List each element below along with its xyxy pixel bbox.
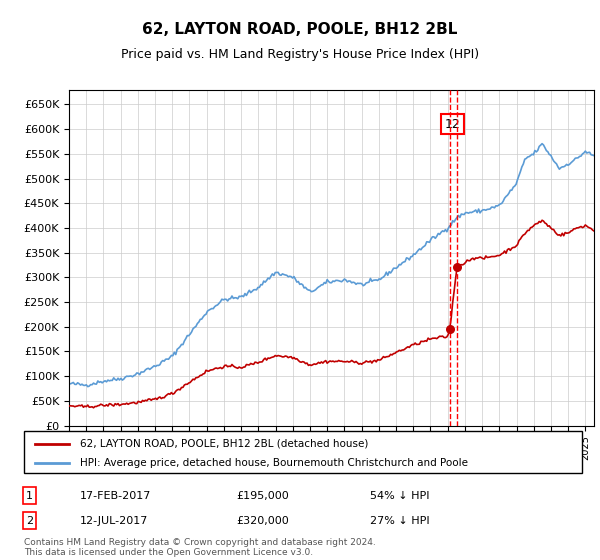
Point xyxy=(445,325,455,334)
Text: Price paid vs. HM Land Registry's House Price Index (HPI): Price paid vs. HM Land Registry's House … xyxy=(121,48,479,60)
Text: 1: 1 xyxy=(26,491,33,501)
Text: 54% ↓ HPI: 54% ↓ HPI xyxy=(370,491,430,501)
Text: 62, LAYTON ROAD, POOLE, BH12 2BL: 62, LAYTON ROAD, POOLE, BH12 2BL xyxy=(142,22,458,38)
Text: HPI: Average price, detached house, Bournemouth Christchurch and Poole: HPI: Average price, detached house, Bour… xyxy=(80,458,468,468)
Text: 2: 2 xyxy=(26,516,33,526)
Text: Contains HM Land Registry data © Crown copyright and database right 2024.
This d: Contains HM Land Registry data © Crown c… xyxy=(24,538,376,557)
FancyBboxPatch shape xyxy=(24,431,582,473)
Text: 12-JUL-2017: 12-JUL-2017 xyxy=(80,516,148,526)
Text: £195,000: £195,000 xyxy=(236,491,289,501)
Point xyxy=(452,263,461,272)
Text: 27% ↓ HPI: 27% ↓ HPI xyxy=(370,516,430,526)
Text: 62, LAYTON ROAD, POOLE, BH12 2BL (detached house): 62, LAYTON ROAD, POOLE, BH12 2BL (detach… xyxy=(80,439,368,449)
Text: 17-FEB-2017: 17-FEB-2017 xyxy=(80,491,151,501)
Text: 12: 12 xyxy=(445,118,461,130)
Text: £320,000: £320,000 xyxy=(236,516,289,526)
